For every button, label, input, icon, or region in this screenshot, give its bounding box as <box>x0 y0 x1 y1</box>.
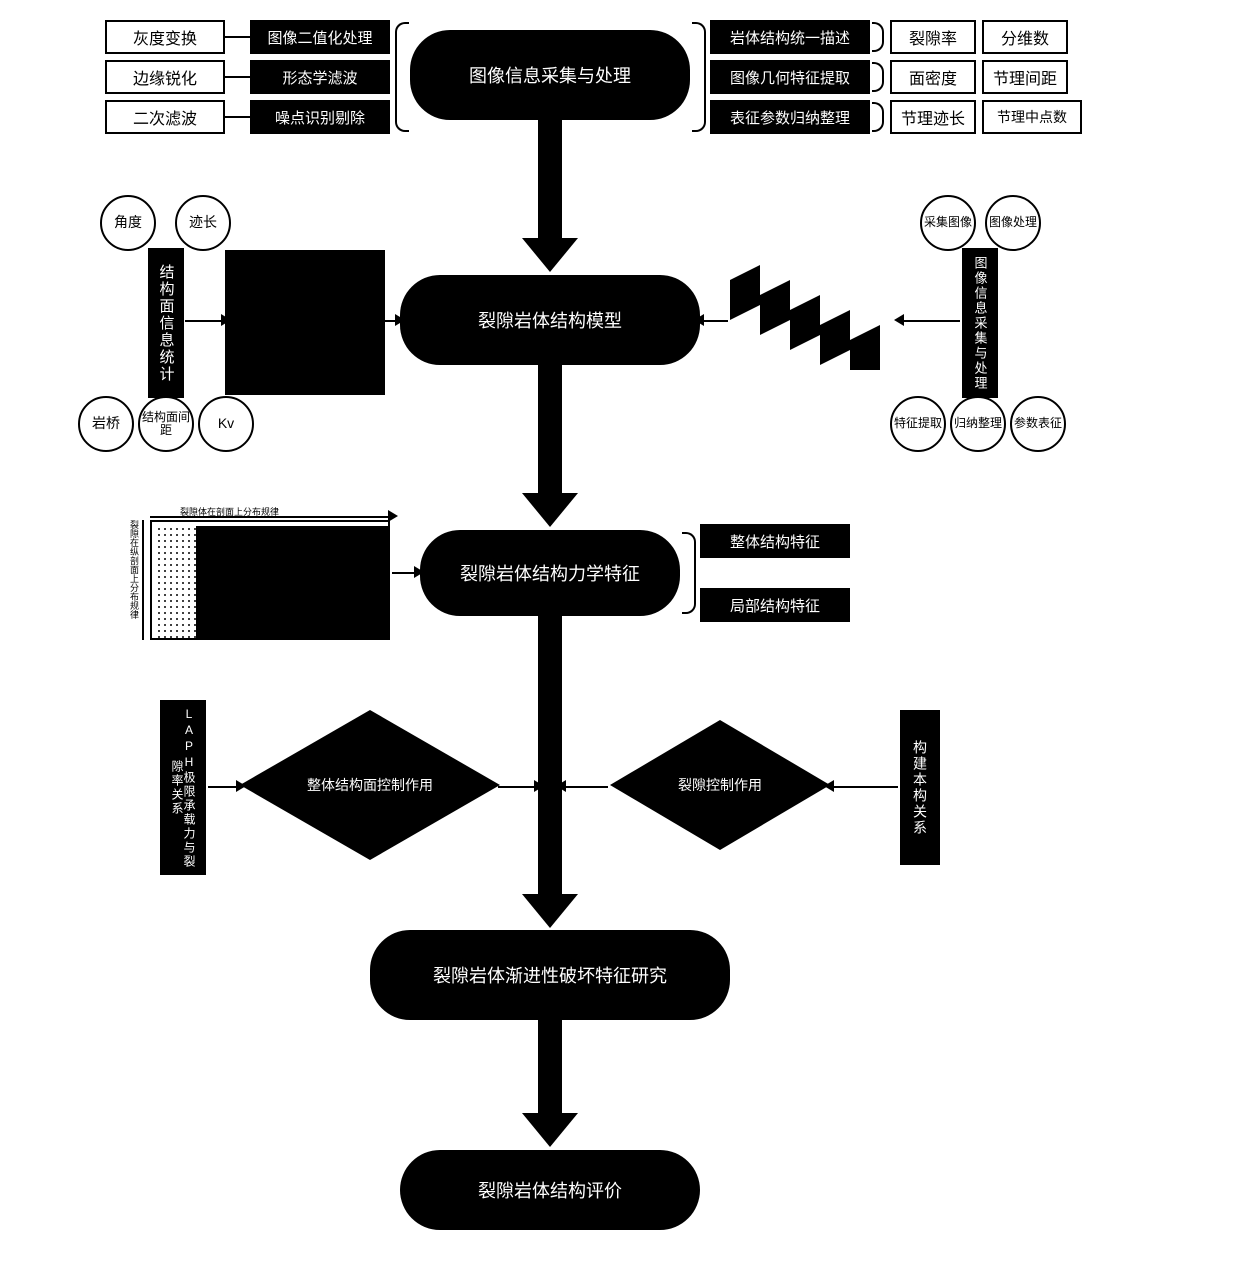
box-gray-transform: 灰度变换 <box>105 20 225 54</box>
chart-left-label: 裂隙在纵剖面上分布规律 <box>128 520 141 619</box>
node-label: 图像信息采集与处理 <box>469 62 631 88</box>
circ-angle: 角度 <box>100 195 156 251</box>
node-rock-structure-model: 裂隙岩体结构模型 <box>400 275 700 365</box>
brace-r2 <box>872 62 884 92</box>
brace-l3 <box>682 532 696 614</box>
circ-rockbridge: 岩桥 <box>78 396 134 452</box>
box-morph-filter: 形态学滤波 <box>250 60 390 94</box>
arrow-2-shaft <box>538 365 562 495</box>
box-unified-desc: 岩体结构统一描述 <box>710 20 870 54</box>
chart-panel <box>150 520 390 640</box>
arrow-4-shaft <box>538 1020 562 1115</box>
vbox-constitutive: 构建本构关系 <box>900 710 940 865</box>
node-progressive-failure: 裂隙岩体渐进性破坏特征研究 <box>370 930 730 1020</box>
circ-trace: 迹长 <box>175 195 231 251</box>
arrow-1-head <box>522 238 578 272</box>
node-label: 裂隙岩体渐进性破坏特征研究 <box>433 962 667 988</box>
vbox-laph: LAPH极限承载力与裂隙率关系 <box>160 700 206 875</box>
diamond-left: 整体结构面控制作用 <box>240 710 500 860</box>
circ-feat: 特征提取 <box>890 396 946 452</box>
brace-right <box>692 22 706 132</box>
vbox-image-proc: 图像信息采集与处理 <box>962 248 998 398</box>
diamond-right: 裂隙控制作用 <box>610 720 830 850</box>
arrow-1-shaft <box>538 120 562 240</box>
node-image-processing: 图像信息采集与处理 <box>410 30 690 120</box>
box-noise-remove: 噪点识别剔除 <box>250 100 390 134</box>
arrow-2-head <box>522 493 578 527</box>
circ-summary: 归纳整理 <box>950 396 1006 452</box>
circ-kv: Kv <box>198 396 254 452</box>
circ-param: 参数表征 <box>1010 396 1066 452</box>
diamond-left-label: 整体结构面控制作用 <box>307 777 433 793</box>
box-local-feature: 局部结构特征 <box>700 588 850 622</box>
box-edge-sharpen: 边缘锐化 <box>105 60 225 94</box>
left-image-block <box>225 250 385 395</box>
box-global-feature: 整体结构特征 <box>700 524 850 558</box>
circ-face-spacing: 结构面间距 <box>138 396 194 452</box>
zigzag-icon <box>730 260 900 380</box>
vbox-structure-stats: 结构面信息统计 <box>148 248 184 398</box>
box-joint-midpoint: 节理中点数 <box>982 100 1082 134</box>
node-evaluation: 裂隙岩体结构评价 <box>400 1150 700 1230</box>
box-joint-spacing: 节理间距 <box>982 60 1068 94</box>
box-fractal-dim: 分维数 <box>982 20 1068 54</box>
arrow-3-head <box>522 894 578 928</box>
node-label: 裂隙岩体结构模型 <box>478 307 622 333</box>
box-joint-trace: 节理迹长 <box>890 100 976 134</box>
box-param-summary: 表征参数归纳整理 <box>710 100 870 134</box>
brace-r3 <box>872 102 884 132</box>
box-secondary-filter: 二次滤波 <box>105 100 225 134</box>
brace-r1 <box>872 22 884 52</box>
box-area-density: 面密度 <box>890 60 976 94</box>
node-mechanical-features: 裂隙岩体结构力学特征 <box>420 530 680 616</box>
node-label: 裂隙岩体结构力学特征 <box>460 560 640 586</box>
diamond-right-label: 裂隙控制作用 <box>678 777 762 793</box>
arrow-3-shaft <box>538 616 562 896</box>
circ-capture: 采集图像 <box>920 195 976 251</box>
box-geom-extract: 图像几何特征提取 <box>710 60 870 94</box>
brace-left <box>395 22 409 132</box>
circ-imgproc: 图像处理 <box>985 195 1041 251</box>
node-label: 裂隙岩体结构评价 <box>478 1177 622 1203</box>
arrow-4-head <box>522 1113 578 1147</box>
box-crack-rate: 裂隙率 <box>890 20 976 54</box>
box-binarize: 图像二值化处理 <box>250 20 390 54</box>
